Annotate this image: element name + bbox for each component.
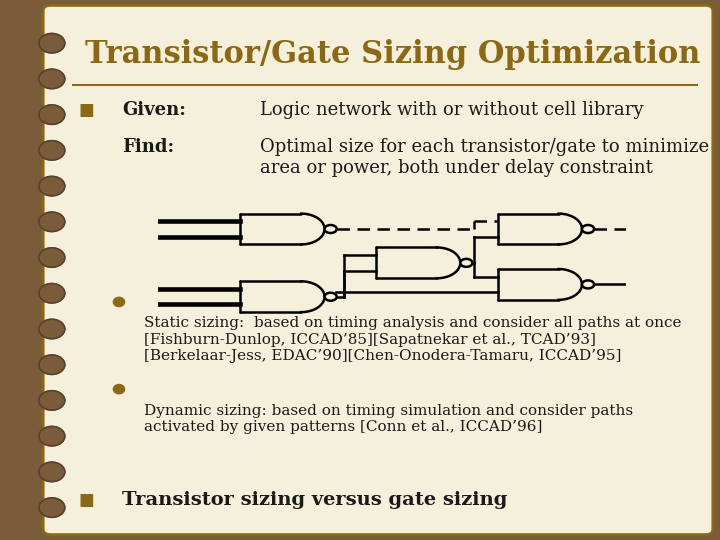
Circle shape (582, 225, 594, 233)
Text: Dynamic sizing: based on timing simulation and consider paths
activated by given: Dynamic sizing: based on timing simulati… (144, 403, 633, 434)
Circle shape (39, 33, 65, 53)
Text: Given:: Given: (122, 101, 186, 119)
Circle shape (325, 225, 337, 233)
Circle shape (113, 298, 125, 307)
Circle shape (39, 391, 65, 410)
Circle shape (39, 498, 65, 517)
Circle shape (39, 177, 65, 196)
Text: Logic network with or without cell library: Logic network with or without cell libra… (260, 101, 644, 119)
Circle shape (325, 293, 337, 301)
Circle shape (39, 462, 65, 482)
Text: ■: ■ (78, 101, 94, 119)
Circle shape (39, 105, 65, 124)
Circle shape (582, 280, 594, 288)
Circle shape (39, 427, 65, 446)
Circle shape (39, 355, 65, 374)
Circle shape (39, 140, 65, 160)
Circle shape (39, 284, 65, 303)
Circle shape (460, 259, 472, 267)
Circle shape (39, 248, 65, 267)
Text: Transistor sizing versus gate sizing: Transistor sizing versus gate sizing (122, 491, 508, 509)
Circle shape (39, 212, 65, 232)
Text: Optimal size for each transistor/gate to minimize
area or power, both under dela: Optimal size for each transistor/gate to… (260, 138, 709, 177)
Circle shape (39, 69, 65, 89)
Text: Find:: Find: (122, 138, 174, 156)
Circle shape (39, 319, 65, 339)
Text: ■: ■ (78, 491, 94, 509)
Text: Transistor/Gate Sizing Optimization: Transistor/Gate Sizing Optimization (84, 39, 700, 70)
Circle shape (113, 384, 125, 394)
Text: Static sizing:  based on timing analysis and consider all paths at once
[Fishbur: Static sizing: based on timing analysis … (144, 316, 682, 363)
FancyBboxPatch shape (43, 5, 713, 535)
